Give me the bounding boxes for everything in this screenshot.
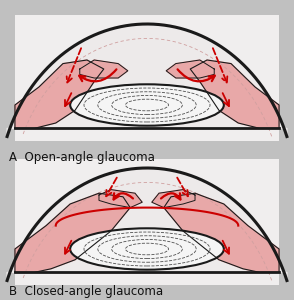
Polygon shape xyxy=(152,190,195,208)
Polygon shape xyxy=(7,168,287,280)
Polygon shape xyxy=(15,60,104,128)
Polygon shape xyxy=(166,60,214,78)
Polygon shape xyxy=(190,60,279,128)
Ellipse shape xyxy=(70,84,224,126)
Polygon shape xyxy=(7,24,287,136)
Text: A  Open-angle glaucoma: A Open-angle glaucoma xyxy=(9,152,155,164)
Bar xyxy=(15,159,279,285)
Polygon shape xyxy=(99,190,142,208)
Polygon shape xyxy=(80,60,128,78)
Polygon shape xyxy=(164,193,279,272)
Text: B  Closed-angle glaucoma: B Closed-angle glaucoma xyxy=(9,286,163,298)
Ellipse shape xyxy=(70,228,224,270)
Bar xyxy=(15,15,279,141)
Polygon shape xyxy=(15,193,130,272)
